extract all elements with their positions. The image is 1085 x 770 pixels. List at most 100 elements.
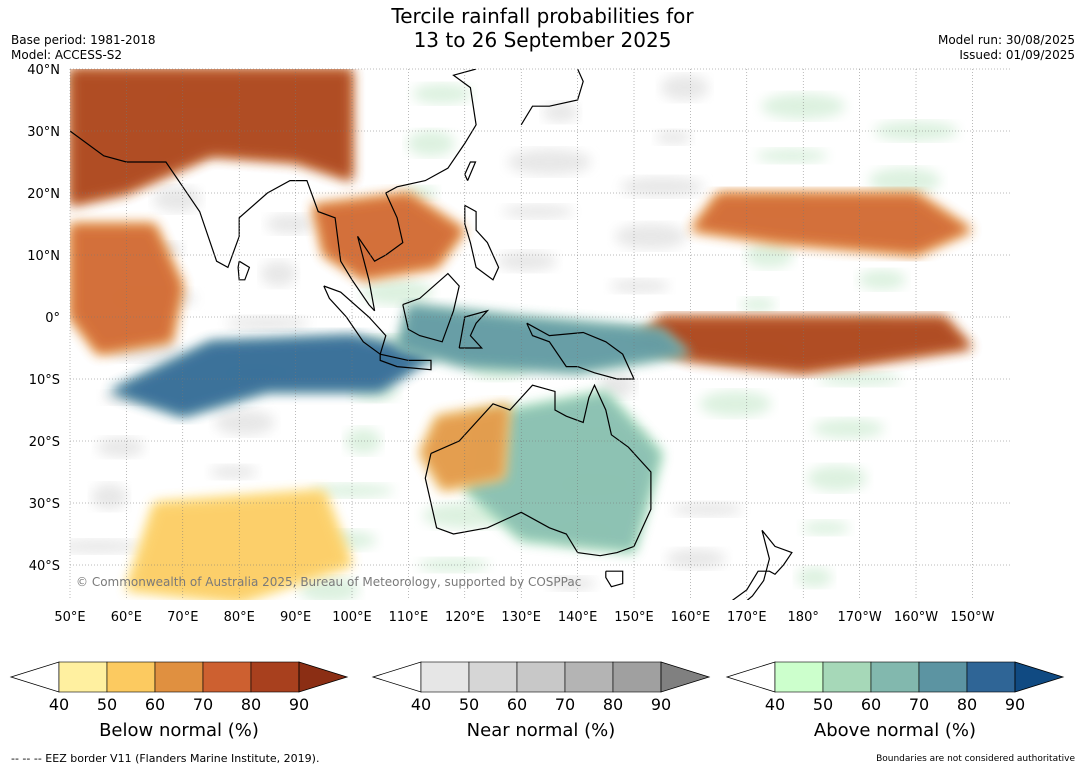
colorbar-tick: 50 [813,695,833,714]
lon-label: 50°E [54,610,85,625]
lon-label: 170°E [727,610,767,625]
maritime-continent-wet [397,304,691,373]
colorbar-2: 40 50 60 70 80 90 Near normal (%) [371,661,711,741]
colorbar-tick: 40 [49,695,69,714]
colorbar-right-arrow [298,661,349,693]
graticule [69,68,1010,600]
borneo-coastline [402,272,460,343]
longitude-labels: 50°E 60°E 70°E 80°E 90°E 100°E 110°E 120°E 130°E… [54,610,994,625]
colorbar-title: Near normal (%) [467,720,616,741]
colorbar-segment [966,661,1016,693]
south-china-sea-dry [312,193,465,280]
colorbar-tick: 80 [957,695,977,714]
colorbar-tick: 40 [765,695,785,714]
indochina-coast-coastline [357,69,477,311]
probability-field [70,69,973,600]
philippines-coastline [464,204,500,281]
colorbar-title: Below normal (%) [99,720,259,741]
colorbar-segment [202,661,252,693]
sulawesi-coastline [458,309,490,349]
lon-label: 180° [788,610,819,625]
colorbar-tick: 60 [507,695,527,714]
indian-ocean-wet [109,335,437,417]
colorbar-segment [612,661,662,693]
colorbar-segment [870,661,920,693]
chart-title: Tercile rainfall probabilities for 13 to… [0,4,1085,52]
lon-label: 70°E [167,610,198,625]
colorbar-1: 40 50 60 70 80 90 Below normal (%) [9,661,349,741]
taiwan-coastline [464,161,477,181]
lat-label: 40°N [27,63,60,78]
south-asia-dry [70,69,352,206]
model-run: Model run: 30/08/2025 [937,33,1075,47]
lat-label: 40°S [29,559,60,574]
colorbar-tick: 60 [861,695,881,714]
colorbar-segment [106,661,156,693]
lat-label: 0° [45,311,60,326]
lon-label: 120°E [445,610,485,625]
lat-label: 30°S [29,497,60,512]
base-period: Base period: 1981-2018 [11,33,156,47]
meta-left: Base period: 1981-2018 Model: ACCESS-S2 [11,33,156,63]
lon-label: 170°W [838,610,882,625]
lon-label: 160°E [671,610,711,625]
model-name: Model: ACCESS-S2 [11,48,123,62]
north-pacific-dry-band [690,193,973,255]
colorbar-segment [58,661,108,693]
colorbar-segment [822,661,872,693]
lon-label: 80°E [224,610,255,625]
boundaries-disclaimer: Boundaries are not considered authoritat… [876,754,1075,764]
colorbar-tick: 80 [603,695,623,714]
colorbar-left-arrow [371,661,422,693]
colorbar-title: Above normal (%) [814,720,976,741]
colorbar-tick: 60 [145,695,165,714]
new-guinea-coastline [526,322,635,380]
lon-label: 90°E [280,610,311,625]
colorbar-segment [516,661,566,693]
title-line-1: Tercile rainfall probabilities for [391,4,694,28]
issued-date: Issued: 01/09/2025 [959,48,1075,62]
lat-label: 20°N [27,187,60,202]
lon-label: 110°E [389,610,429,625]
lon-label: 100°E [332,610,372,625]
copyright-notice: © Commonwealth of Australia 2025, Bureau… [76,575,581,589]
tasmania-coastline [605,570,624,588]
colorbar-segment [918,661,968,693]
colorbar-segment [154,661,204,693]
lon-label: 60°E [111,610,142,625]
colorbar-3: 40 50 60 70 80 90 Above normal (%) [725,661,1065,741]
lon-label: 140°E [558,610,598,625]
lon-label: 160°W [894,610,938,625]
colorbars: 40 50 60 70 80 90 Below normal (%) 40 50 60 70 80 90… [9,661,1065,741]
lat-label: 10°S [29,373,60,388]
colorbar-left-arrow [725,661,776,693]
colorbar-segment [468,661,518,693]
colorbar-tick: 50 [97,695,117,714]
equatorial-pacific-dry-band [634,317,973,373]
southern-indian-ocean-dry [126,490,352,600]
colorbar-tick: 70 [193,695,213,714]
title-line-2: 13 to 26 September 2025 [413,28,672,52]
arabian-sea-dry [70,224,183,355]
eez-border-note: -- -- -- EEZ border V11 (Flanders Marine… [11,752,320,765]
colorbar-right-arrow [660,661,711,693]
colorbar-tick: 90 [1005,695,1025,714]
colorbar-segment [564,661,614,693]
colorbar-tick: 50 [459,695,479,714]
latitude-labels: 40°N 30°N 20°N 10°N 0° 10°S 20°S 30°S 40°S [27,63,60,574]
colorbar-segment [420,661,470,693]
colorbar-right-arrow [1014,661,1065,693]
lon-label: 130°E [501,610,541,625]
colorbar-tick: 40 [411,695,431,714]
colorbar-tick: 80 [241,695,261,714]
meta-right: Model run: 30/08/2025 Issued: 01/09/2025 [938,33,1075,63]
lon-label: 150°W [950,610,994,625]
australia-wet [464,391,663,553]
colorbar-tick: 70 [555,695,575,714]
new-zealand-coastline [731,529,793,600]
sri-lanka-coastline [237,260,251,281]
colorbar-tick: 90 [651,695,671,714]
map-panel: © Commonwealth of Australia 2025, Bureau… [69,68,1010,600]
japan-coastline [520,69,584,126]
